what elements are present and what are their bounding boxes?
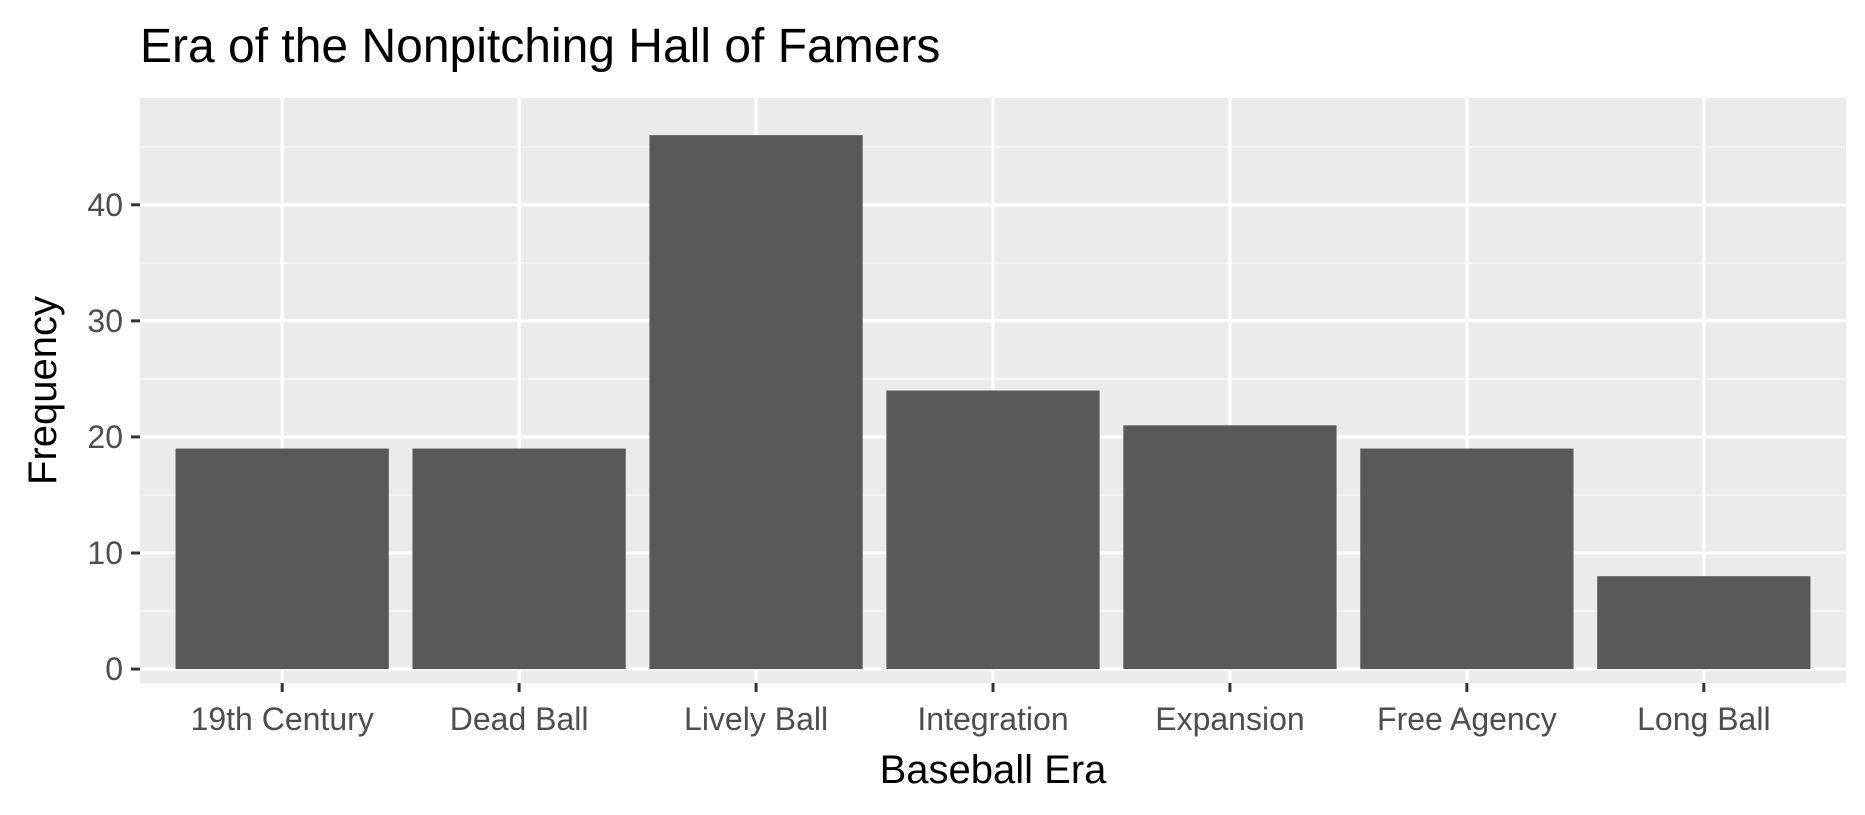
bar-expansion — [1123, 425, 1337, 670]
bar-dead-ball — [412, 448, 626, 670]
y-axis-title: Frequency — [21, 296, 65, 485]
bar-long-ball — [1597, 576, 1811, 670]
y-tick-label: 20 — [87, 419, 123, 455]
x-tick-label: Dead Ball — [450, 701, 589, 737]
x-tick-label: Free Agency — [1377, 701, 1557, 737]
x-axis: 19th Century Dead Ball Lively Ball Integrat… — [191, 683, 1771, 737]
x-tick-label: 19th Century — [191, 701, 374, 737]
y-tick-label: 30 — [87, 303, 123, 339]
x-tick-label: Long Ball — [1637, 701, 1770, 737]
x-tick-label: Integration — [917, 701, 1068, 737]
y-tick-label: 0 — [105, 651, 123, 687]
bar-lively-ball — [649, 135, 863, 670]
chart-title: Era of the Nonpitching Hall of Famers — [140, 20, 940, 73]
y-tick-label: 10 — [87, 535, 123, 571]
y-axis: 0 10 20 30 40 — [87, 187, 140, 687]
bar-integration — [886, 390, 1100, 670]
bar-free-agency — [1360, 448, 1574, 670]
y-tick-label: 40 — [87, 187, 123, 223]
bars — [175, 135, 1811, 670]
x-tick-label: Expansion — [1155, 701, 1304, 737]
x-axis-title: Baseball Era — [880, 748, 1108, 792]
x-tick-label: Lively Ball — [684, 701, 828, 737]
bar-19th-century — [175, 448, 389, 670]
